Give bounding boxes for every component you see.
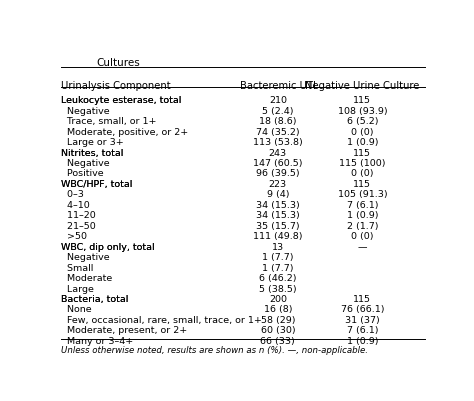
Text: 58 (29): 58 (29) (261, 315, 295, 324)
Text: 5 (38.5): 5 (38.5) (259, 284, 297, 293)
Text: WBC, dip only, total: WBC, dip only, total (61, 242, 158, 251)
Text: Negative: Negative (61, 253, 109, 261)
Text: 243: 243 (269, 148, 287, 157)
Text: 9 (4): 9 (4) (266, 190, 289, 199)
Text: WBC, dip only, total: WBC, dip only, total (61, 242, 158, 251)
Text: 108 (93.9): 108 (93.9) (337, 106, 387, 115)
Text: 113 (53.8): 113 (53.8) (253, 138, 303, 147)
Text: 1 (7.7): 1 (7.7) (262, 253, 293, 261)
Text: 18 (8.6): 18 (8.6) (259, 117, 297, 126)
Text: Negative: Negative (61, 159, 109, 168)
Text: 115: 115 (353, 148, 371, 157)
Text: 35 (15.7): 35 (15.7) (256, 221, 300, 230)
Text: Many or 3–4+: Many or 3–4+ (61, 336, 133, 345)
Text: Small: Small (61, 263, 93, 272)
Text: 115: 115 (353, 294, 371, 303)
Text: 7 (6.1): 7 (6.1) (346, 200, 378, 209)
Text: 16 (8): 16 (8) (264, 305, 292, 314)
Text: 105 (91.3): 105 (91.3) (337, 190, 387, 199)
Text: 111 (49.8): 111 (49.8) (253, 232, 302, 241)
Text: 200: 200 (269, 294, 287, 303)
Text: 34 (15.3): 34 (15.3) (256, 211, 300, 220)
Text: 0–3: 0–3 (61, 190, 84, 199)
Text: 115: 115 (353, 96, 371, 105)
Text: 6 (46.2): 6 (46.2) (259, 273, 297, 282)
Text: 13: 13 (272, 242, 284, 251)
Text: Cultures: Cultures (96, 57, 140, 67)
Text: 7 (6.1): 7 (6.1) (346, 326, 378, 334)
Text: Unless otherwise noted, results are shown as n (%). —, non-applicable.: Unless otherwise noted, results are show… (61, 345, 368, 354)
Text: Large: Large (61, 284, 94, 293)
Text: 74 (35.2): 74 (35.2) (256, 127, 300, 136)
Text: 11–20: 11–20 (61, 211, 96, 220)
Text: Leukocyte esterase, total: Leukocyte esterase, total (61, 96, 184, 105)
Text: 115 (100): 115 (100) (339, 159, 385, 168)
Text: Bacteria, total: Bacteria, total (61, 294, 131, 303)
Text: 34 (15.3): 34 (15.3) (256, 200, 300, 209)
Text: 31 (37): 31 (37) (345, 315, 380, 324)
Text: Negative Urine Culture: Negative Urine Culture (305, 81, 419, 91)
Text: Urinalysis Component: Urinalysis Component (61, 81, 171, 91)
Text: 210: 210 (269, 96, 287, 105)
Text: 1 (0.9): 1 (0.9) (346, 138, 378, 147)
Text: —: — (357, 242, 367, 251)
Text: Large or 3+: Large or 3+ (61, 138, 124, 147)
Text: Bacteremic UTI: Bacteremic UTI (240, 81, 316, 91)
Text: Moderate, positive, or 2+: Moderate, positive, or 2+ (61, 127, 188, 136)
Text: 115: 115 (353, 180, 371, 188)
Text: 4–10: 4–10 (61, 200, 90, 209)
Text: WBC/HPF, total: WBC/HPF, total (61, 180, 136, 188)
Text: 0 (0): 0 (0) (351, 232, 374, 241)
Text: 21–50: 21–50 (61, 221, 96, 230)
Text: 1 (7.7): 1 (7.7) (262, 263, 293, 272)
Text: 96 (39.5): 96 (39.5) (256, 169, 300, 178)
Text: Leukocyte esterase, total: Leukocyte esterase, total (61, 96, 184, 105)
Text: WBC/HPF, total: WBC/HPF, total (61, 180, 136, 188)
Text: 6 (5.2): 6 (5.2) (346, 117, 378, 126)
Text: 5 (2.4): 5 (2.4) (262, 106, 293, 115)
Text: 0 (0): 0 (0) (351, 169, 374, 178)
Text: Positive: Positive (61, 169, 104, 178)
Text: 76 (66.1): 76 (66.1) (340, 305, 384, 314)
Text: Negative: Negative (61, 106, 109, 115)
Text: Nitrites, total: Nitrites, total (61, 148, 127, 157)
Text: Nitrites, total: Nitrites, total (61, 148, 127, 157)
Text: Bacteria, total: Bacteria, total (61, 294, 131, 303)
Text: 0 (0): 0 (0) (351, 127, 374, 136)
Text: Trace, small, or 1+: Trace, small, or 1+ (61, 117, 156, 126)
Text: 1 (0.9): 1 (0.9) (346, 336, 378, 345)
Text: 223: 223 (269, 180, 287, 188)
Text: >50: >50 (61, 232, 87, 241)
Text: 1 (0.9): 1 (0.9) (346, 211, 378, 220)
Text: 66 (33): 66 (33) (260, 336, 295, 345)
Text: 2 (1.7): 2 (1.7) (346, 221, 378, 230)
Text: Few, occasional, rare, small, trace, or 1+: Few, occasional, rare, small, trace, or … (61, 315, 262, 324)
Text: 60 (30): 60 (30) (261, 326, 295, 334)
Text: None: None (61, 305, 91, 314)
Text: Moderate: Moderate (61, 273, 112, 282)
Text: Moderate, present, or 2+: Moderate, present, or 2+ (61, 326, 187, 334)
Text: 147 (60.5): 147 (60.5) (253, 159, 302, 168)
